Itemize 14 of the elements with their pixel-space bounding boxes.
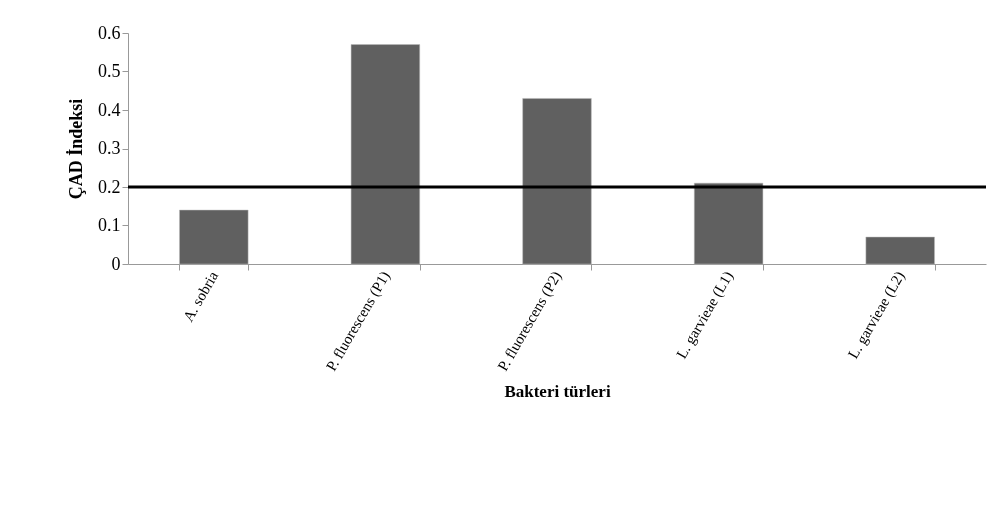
y-tick-label: 0.5 — [98, 61, 121, 81]
y-axis-title: ÇAD İndeksi — [66, 98, 86, 200]
y-tick-label: 0.3 — [98, 138, 121, 158]
bar — [522, 98, 592, 265]
bar — [694, 182, 764, 265]
x-axis-title: Bakteri türleri — [504, 381, 611, 401]
bar — [350, 44, 420, 265]
y-tick-label: 0.2 — [98, 176, 121, 197]
bar — [179, 209, 249, 265]
y-tick-label: 0.4 — [98, 99, 121, 120]
bar — [865, 236, 935, 265]
y-tick-label: 0.6 — [98, 22, 121, 43]
y-tick-label: 0.1 — [98, 215, 121, 235]
y-tick-label: 0 — [111, 253, 121, 274]
